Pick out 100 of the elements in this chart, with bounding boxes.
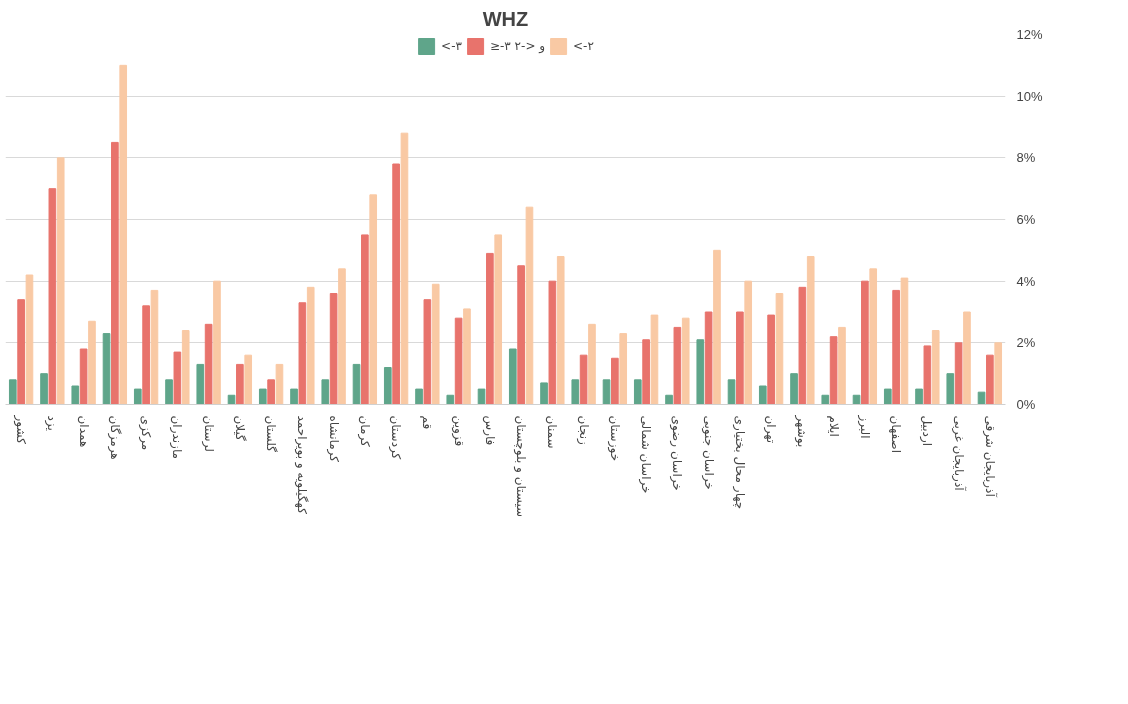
bar bbox=[227, 394, 236, 405]
bar bbox=[446, 394, 455, 405]
bar bbox=[267, 379, 275, 405]
bar bbox=[383, 367, 392, 405]
bar bbox=[338, 268, 346, 405]
bar bbox=[892, 289, 900, 405]
x-tick-label: یزد bbox=[44, 415, 60, 431]
bar bbox=[994, 342, 1003, 405]
x-tick-label: کشور bbox=[13, 414, 29, 445]
bar bbox=[556, 256, 565, 405]
bar bbox=[977, 391, 986, 405]
bar bbox=[102, 333, 111, 405]
x-tick-label: فارس bbox=[481, 415, 497, 446]
x-tick-label: هرمزگان bbox=[106, 415, 122, 460]
bar bbox=[540, 382, 548, 405]
bar bbox=[486, 252, 494, 405]
bar bbox=[767, 314, 775, 405]
bar bbox=[946, 373, 955, 405]
x-tick-label: سیستان و بلوچستان bbox=[513, 415, 529, 518]
bar bbox=[619, 333, 628, 405]
bar bbox=[8, 379, 17, 405]
bar bbox=[306, 286, 315, 405]
bar bbox=[423, 299, 432, 405]
bar bbox=[852, 394, 861, 405]
y-tick-label: 2% bbox=[1016, 335, 1036, 351]
bar bbox=[696, 339, 705, 405]
bar bbox=[727, 379, 736, 405]
bar bbox=[548, 280, 557, 405]
bar bbox=[665, 394, 673, 405]
y-tick-label: 6% bbox=[1016, 212, 1036, 227]
bar bbox=[17, 299, 25, 405]
x-tick-label: قزوین bbox=[450, 415, 466, 447]
bar bbox=[633, 379, 642, 405]
y-tick-label: 12% bbox=[1016, 27, 1043, 42]
bar bbox=[204, 323, 213, 405]
bar bbox=[150, 289, 159, 405]
bar bbox=[298, 302, 307, 405]
bar bbox=[40, 373, 48, 405]
x-tick-label: گیلان bbox=[232, 415, 247, 442]
bar bbox=[931, 330, 940, 405]
x-tick-label: چهار محال بختیاری bbox=[731, 415, 747, 510]
bar bbox=[88, 320, 96, 405]
bar bbox=[571, 379, 580, 405]
x-tick-label: کرمان bbox=[356, 415, 372, 448]
bar bbox=[369, 194, 378, 405]
bar bbox=[25, 274, 34, 405]
x-tick-label: کرمانشاه bbox=[325, 415, 341, 463]
x-tick-label: سمنان bbox=[545, 415, 560, 449]
bar bbox=[133, 388, 142, 405]
bar bbox=[986, 354, 994, 405]
bar bbox=[923, 345, 932, 405]
bar bbox=[900, 277, 909, 405]
bar bbox=[352, 363, 361, 405]
bar bbox=[883, 388, 892, 405]
bar bbox=[56, 157, 65, 405]
bar bbox=[142, 305, 150, 405]
bar bbox=[579, 354, 588, 405]
x-tick-label: اصفهان bbox=[889, 415, 904, 454]
x-tick-label: آذربایجان غربی bbox=[950, 415, 967, 492]
chart-title: WHZ bbox=[482, 7, 529, 30]
bar bbox=[736, 311, 744, 405]
x-tick-label: اردبیل bbox=[919, 415, 935, 447]
legend-label: <-۲ bbox=[573, 39, 594, 53]
bar bbox=[400, 132, 409, 405]
bar bbox=[431, 283, 440, 405]
x-tick-label: خراسان رضوی bbox=[669, 415, 685, 491]
x-tick-label: آذربایجان شرقی bbox=[981, 415, 998, 498]
bar bbox=[790, 373, 798, 405]
x-tick-label: خوزستان bbox=[606, 415, 622, 462]
bar bbox=[321, 379, 330, 405]
bar bbox=[673, 326, 682, 405]
bar bbox=[508, 348, 517, 405]
bar bbox=[165, 379, 173, 405]
bar bbox=[602, 379, 611, 405]
bar bbox=[244, 354, 253, 405]
bar bbox=[392, 163, 400, 405]
y-tick-label: 4% bbox=[1016, 273, 1036, 289]
bar bbox=[642, 339, 650, 405]
bar bbox=[611, 357, 619, 405]
bar bbox=[119, 64, 128, 405]
bar bbox=[415, 388, 423, 405]
y-tick-label: 8% bbox=[1016, 150, 1036, 166]
bar bbox=[806, 256, 815, 405]
bar bbox=[48, 188, 57, 405]
bar bbox=[713, 249, 721, 405]
bar bbox=[798, 286, 807, 405]
bar bbox=[196, 363, 205, 405]
bar bbox=[650, 314, 659, 405]
bar bbox=[821, 394, 830, 405]
bar bbox=[869, 268, 878, 405]
legend-label: <-۳ bbox=[441, 39, 462, 53]
x-tick-label: خراسان شمالی bbox=[638, 415, 654, 494]
x-tick-label: گلستان bbox=[264, 415, 279, 453]
legend-label: ≥-۳ و <-۲ bbox=[489, 39, 546, 53]
x-tick-label: البرز bbox=[856, 414, 872, 439]
bar bbox=[213, 280, 221, 405]
bar bbox=[275, 363, 284, 405]
x-tick-label: مازندران bbox=[169, 415, 185, 459]
x-tick-label: تهران bbox=[763, 415, 779, 444]
bar bbox=[173, 351, 182, 405]
